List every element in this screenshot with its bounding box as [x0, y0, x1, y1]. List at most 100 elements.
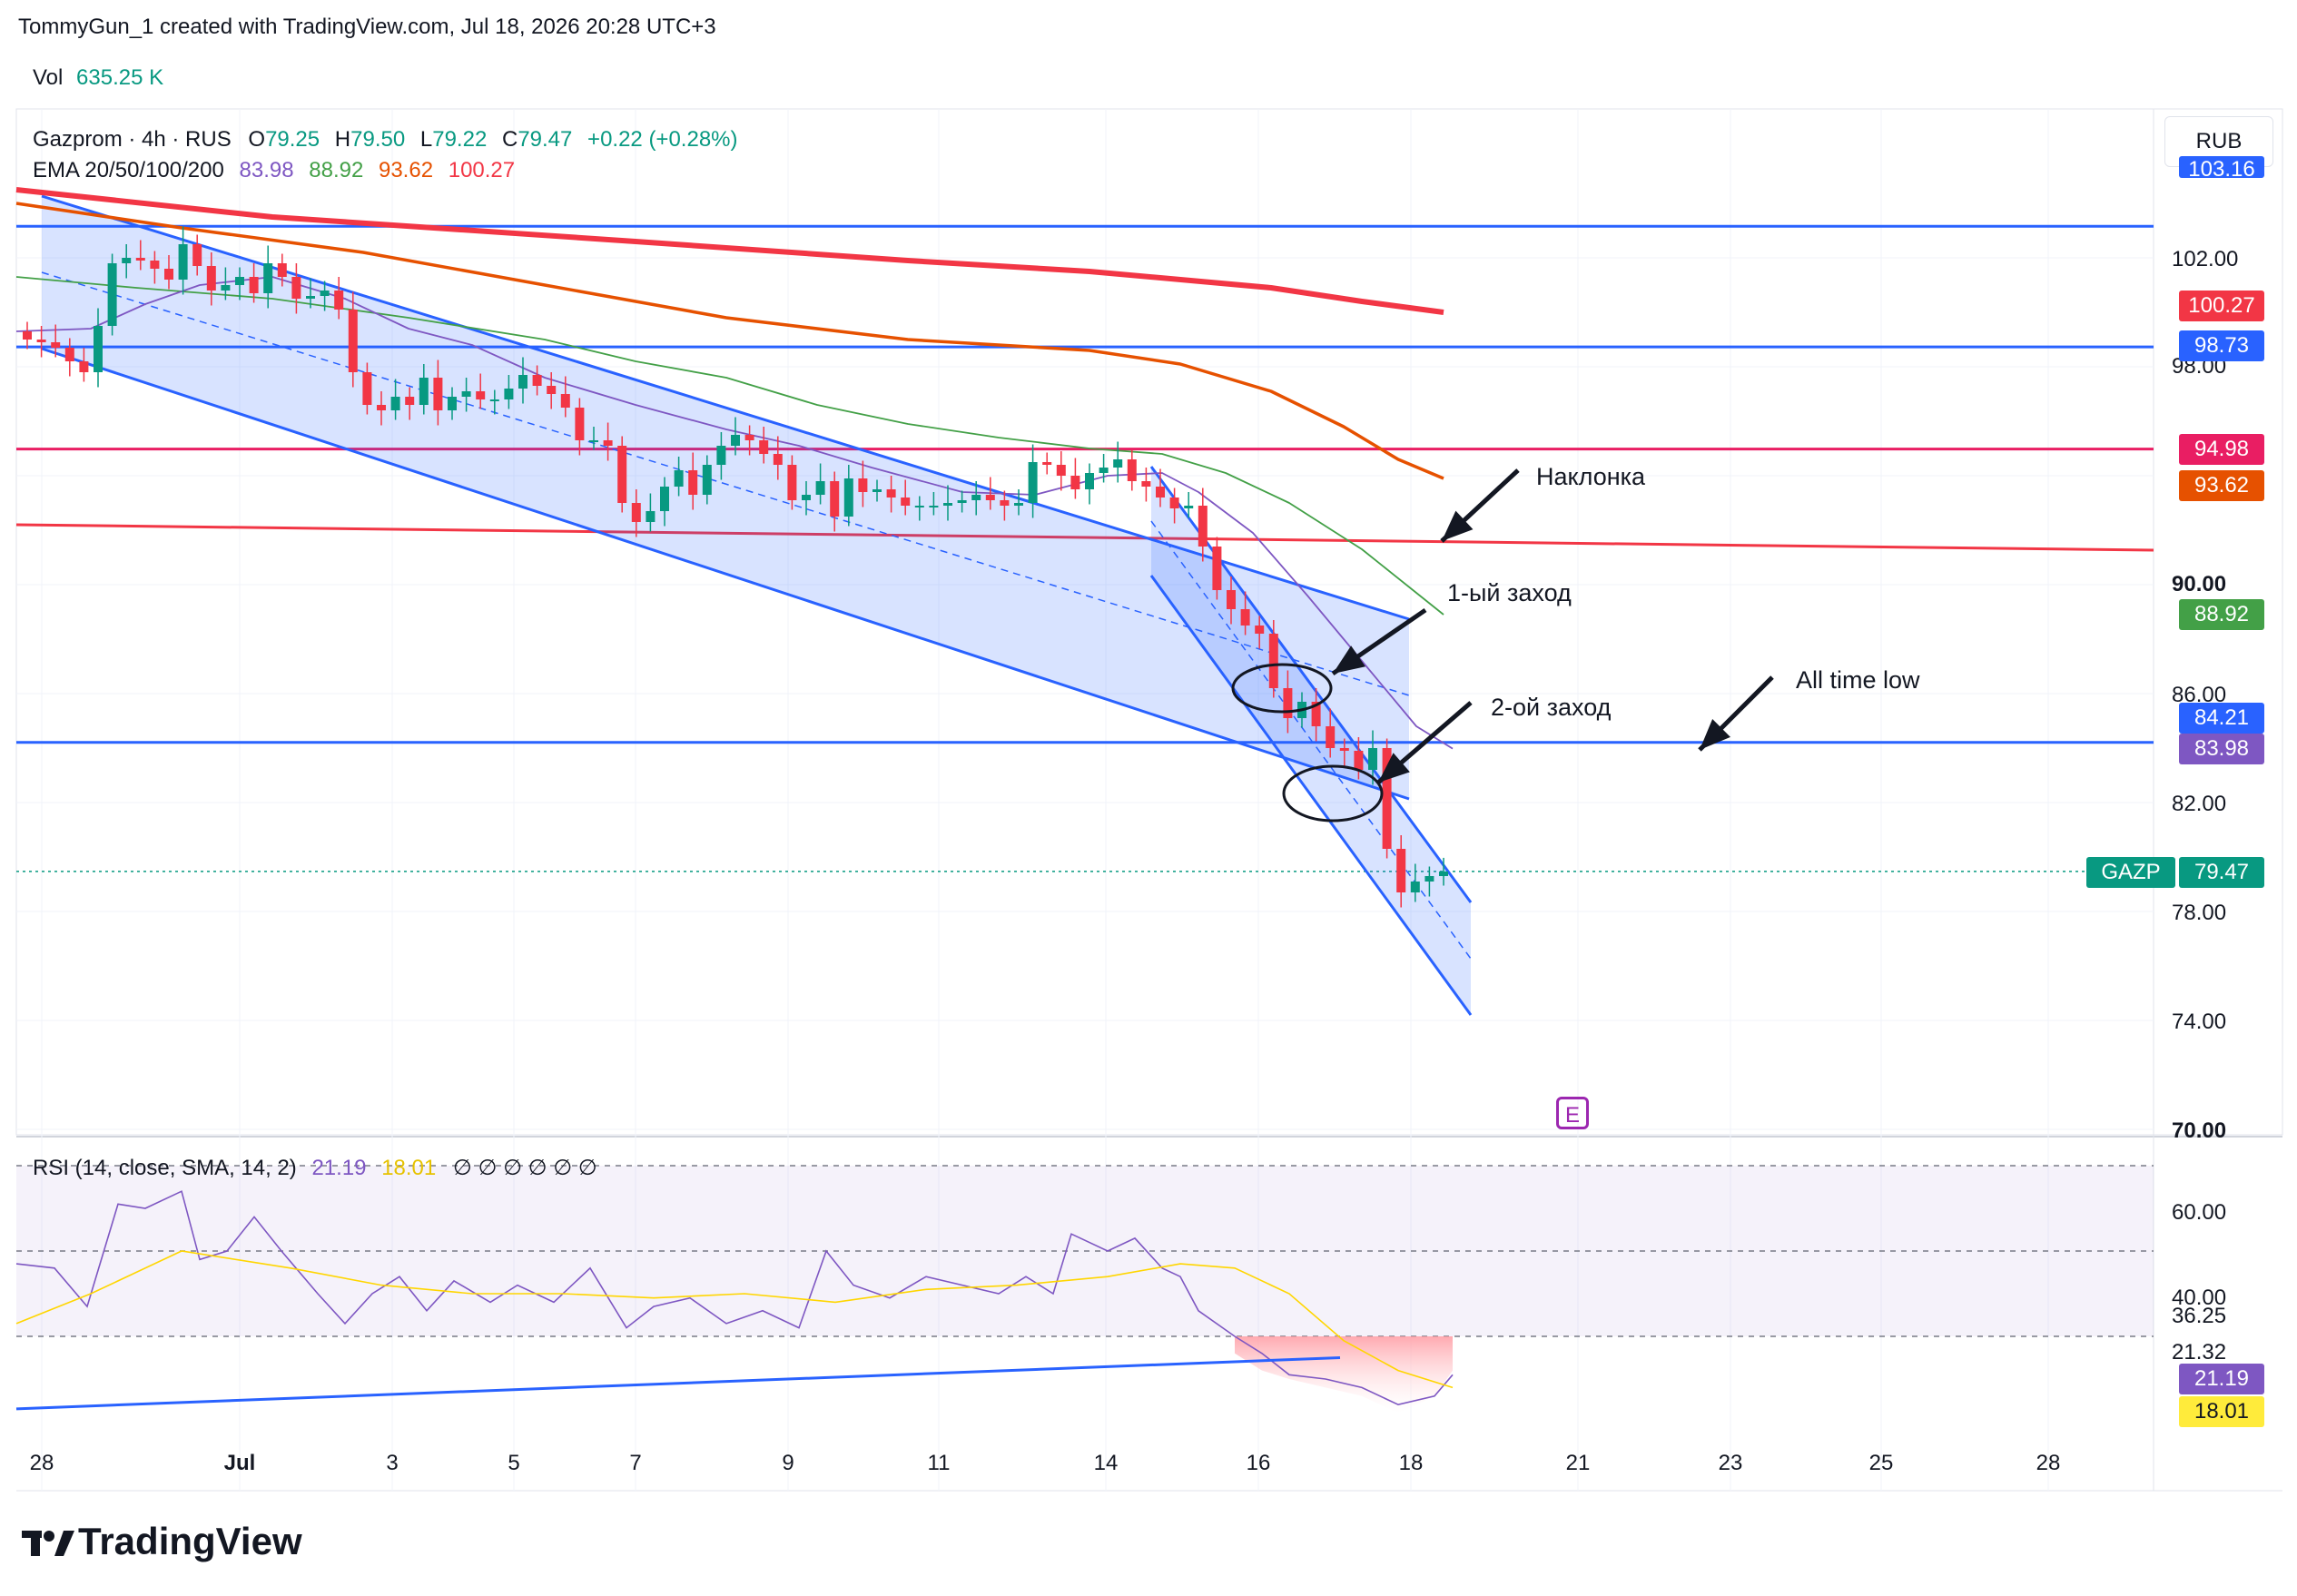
grid [15, 108, 2283, 1492]
time-label: 28 [2036, 1451, 2061, 1475]
candle-body [1283, 688, 1293, 718]
vol-value: 635.25 K [76, 65, 164, 90]
candles [23, 226, 1448, 908]
drawings [15, 194, 2154, 1016]
candle-body [362, 372, 372, 405]
candle-body [489, 399, 499, 401]
candle-body [560, 394, 570, 408]
open-value: 79.25 [265, 127, 320, 152]
candle-body [476, 391, 486, 399]
candle-body [221, 285, 231, 291]
last-price-symbol-badge: GAZP [2086, 857, 2175, 888]
close-value: 79.47 [518, 127, 573, 152]
rsi-pane [15, 1165, 2154, 1414]
candle-body [815, 481, 825, 495]
time-label: 5 [508, 1451, 520, 1475]
candle-body [94, 326, 103, 372]
ema-label: EMA 20/50/100/200 [33, 158, 224, 182]
tradingview-brand[interactable]: TradingView [22, 1520, 302, 1563]
earnings-event-icon[interactable]: E [1556, 1097, 1589, 1129]
candle-body [518, 375, 527, 389]
candle-body [1396, 849, 1406, 892]
rsi-tick: 60.00 [2172, 1200, 2227, 1225]
ema20-badge: 83.98 [2179, 734, 2264, 764]
price-tick: 70.00 [2172, 1118, 2227, 1143]
candle-body [178, 244, 188, 280]
candle-body [1382, 748, 1392, 849]
candle-body [914, 506, 924, 507]
arrow-first-entry-head [1333, 645, 1365, 674]
candle-body [674, 470, 684, 487]
candle-body [164, 269, 173, 280]
candle-body [1028, 462, 1038, 503]
annotation-all-time-low[interactable]: All time low [1796, 666, 1920, 694]
candle-body [731, 435, 740, 446]
candle-body [348, 310, 358, 372]
candle-body [36, 340, 46, 342]
second-entry-circle [1282, 764, 1384, 823]
price-tick: 102.00 [2172, 247, 2239, 271]
rsi-legend[interactable]: RSI (14, close, SMA, 14, 2) 21.19 18.01 … [33, 1155, 597, 1181]
symbol-legend[interactable]: Gazprom · 4h · RUS O79.25 H79.50 L79.22 … [33, 127, 738, 153]
rsi-tick: 36.25 [2172, 1304, 2227, 1328]
candle-body [532, 375, 542, 386]
annotation-first-entry[interactable]: 1-ый заход [1447, 579, 1572, 606]
candle-body [79, 361, 89, 372]
rsi-badge: 21.19 [2179, 1364, 2264, 1394]
ema-lines [15, 187, 1454, 750]
rsi-line [15, 1190, 1454, 1406]
ema50-line [15, 276, 1444, 616]
ema200-value: 100.27 [448, 158, 516, 182]
candle-body [1113, 459, 1123, 468]
ema50-badge: 88.92 [2179, 599, 2264, 630]
high-label: H [334, 127, 351, 152]
vol-legend[interactable]: Vol 635.25 K [33, 65, 163, 91]
candle-body [1014, 503, 1023, 506]
symbol-name: Gazprom · 4h · RUS [33, 127, 232, 152]
candle-body [291, 277, 301, 299]
time-label: 11 [927, 1451, 951, 1475]
candle-body [1141, 481, 1151, 487]
annotation-naklonka[interactable]: Наклонка [1536, 463, 1646, 490]
time-label: 16 [1246, 1451, 1271, 1475]
ema100-value: 93.62 [378, 158, 434, 182]
time-label: 9 [782, 1451, 794, 1475]
price-tick: 90.00 [2172, 572, 2227, 596]
low-label: L [419, 127, 433, 152]
candle-body [744, 435, 754, 440]
candle-body [787, 465, 797, 500]
rsi-sma-value: 18.01 [381, 1156, 437, 1180]
time-label: 23 [1718, 1451, 1743, 1475]
annotations-layer [1231, 468, 1774, 823]
candle-body [773, 454, 783, 465]
candle-body [433, 378, 443, 410]
ema100-badge: 93.62 [2179, 470, 2264, 501]
ema50-value: 88.92 [309, 158, 364, 182]
candle-body [504, 389, 514, 399]
candle-body [830, 481, 840, 517]
candle-body [107, 263, 117, 326]
candle-body [547, 386, 557, 394]
candle-body [1439, 871, 1448, 876]
arrow-all-time-low-head [1700, 719, 1730, 750]
candle-body [943, 503, 952, 506]
candle-body [929, 506, 939, 507]
change-value: +0.22 (+0.28%) [587, 127, 738, 152]
candle-body [1255, 626, 1265, 634]
candle-body [263, 263, 273, 293]
candle-body [1070, 476, 1080, 489]
candle-body [192, 244, 202, 266]
price-tick: 78.00 [2172, 901, 2227, 925]
candle-body [1184, 506, 1194, 508]
last-price-badge: 79.47 [2179, 857, 2264, 888]
annotation-second-entry[interactable]: 2-ой заход [1491, 694, 1612, 721]
ema-legend[interactable]: EMA 20/50/100/200 83.98 88.92 93.62 100.… [33, 158, 515, 183]
arrow-second-entry-head [1378, 753, 1410, 783]
candle-body [603, 440, 613, 446]
candle-body [631, 503, 641, 522]
candle-body [901, 498, 911, 506]
time-label: 28 [29, 1451, 54, 1475]
open-label: O [248, 127, 266, 152]
candle-body [64, 348, 74, 361]
